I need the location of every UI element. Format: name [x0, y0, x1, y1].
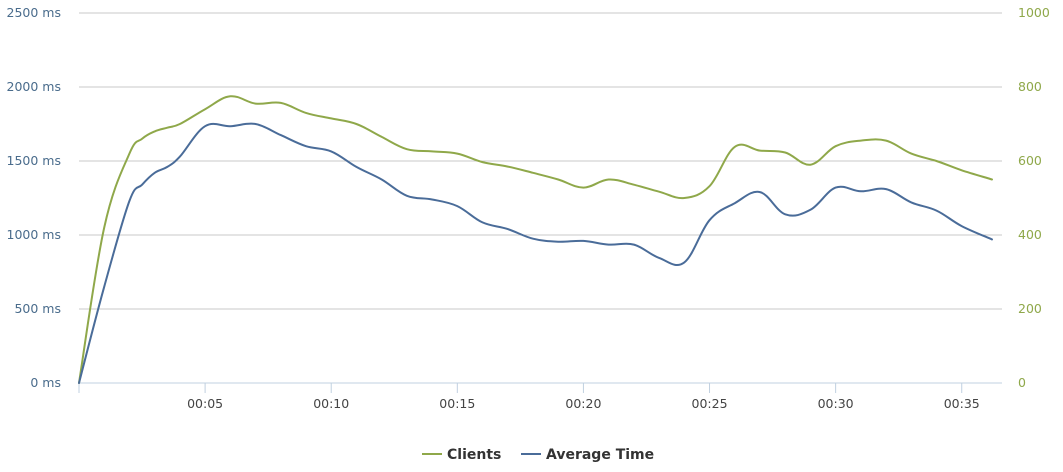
y-right-tick-label: 0 — [1018, 375, 1026, 390]
y-left-tick-label: 1500 ms — [7, 153, 61, 168]
y-left-tick-label: 2500 ms — [7, 5, 61, 20]
x-tick-label: 00:20 — [565, 396, 601, 411]
x-tick-label: 00:15 — [439, 396, 475, 411]
y-left-tick-label: 2000 ms — [7, 79, 61, 94]
y-right-tick-label: 400 — [1018, 227, 1042, 242]
x-tick-label: 00:25 — [692, 396, 728, 411]
x-tick-label: 00:10 — [313, 396, 349, 411]
y-right-tick-label: 200 — [1018, 301, 1042, 316]
x-tick-label: 00:35 — [944, 396, 980, 411]
series-lines — [78, 95, 993, 384]
right-axis-ticks: 0 200 400 600 800 1000 — [1018, 5, 1050, 390]
legend-item-clients[interactable]: Clients — [422, 447, 501, 463]
legend-item-average-time[interactable]: Average Time — [521, 447, 654, 463]
y-right-tick-label: 800 — [1018, 79, 1042, 94]
y-left-tick-label: 0 ms — [30, 375, 61, 390]
left-axis-ticks: 0 ms 500 ms 1000 ms 1500 ms 2000 ms 2500 ms — [7, 5, 61, 390]
gridlines — [79, 12, 1002, 310]
x-axis-ticks: 00:05 00:10 00:15 00:20 00:25 00:30 00:35 — [78, 383, 980, 411]
legend-label-average-time: Average Time — [546, 447, 654, 463]
x-tick-label: 00:05 — [187, 396, 223, 411]
series-line-average-time[interactable] — [78, 122, 993, 384]
legend-label-clients: Clients — [447, 447, 501, 463]
legend: Clients Average Time — [422, 447, 654, 463]
y-left-tick-label: 500 ms — [14, 301, 61, 316]
y-right-tick-label: 600 — [1018, 153, 1042, 168]
y-left-tick-label: 1000 ms — [7, 227, 61, 242]
x-tick-label: 00:30 — [818, 396, 854, 411]
series-line-clients[interactable] — [78, 95, 993, 384]
y-right-tick-label: 1000 — [1018, 5, 1050, 20]
